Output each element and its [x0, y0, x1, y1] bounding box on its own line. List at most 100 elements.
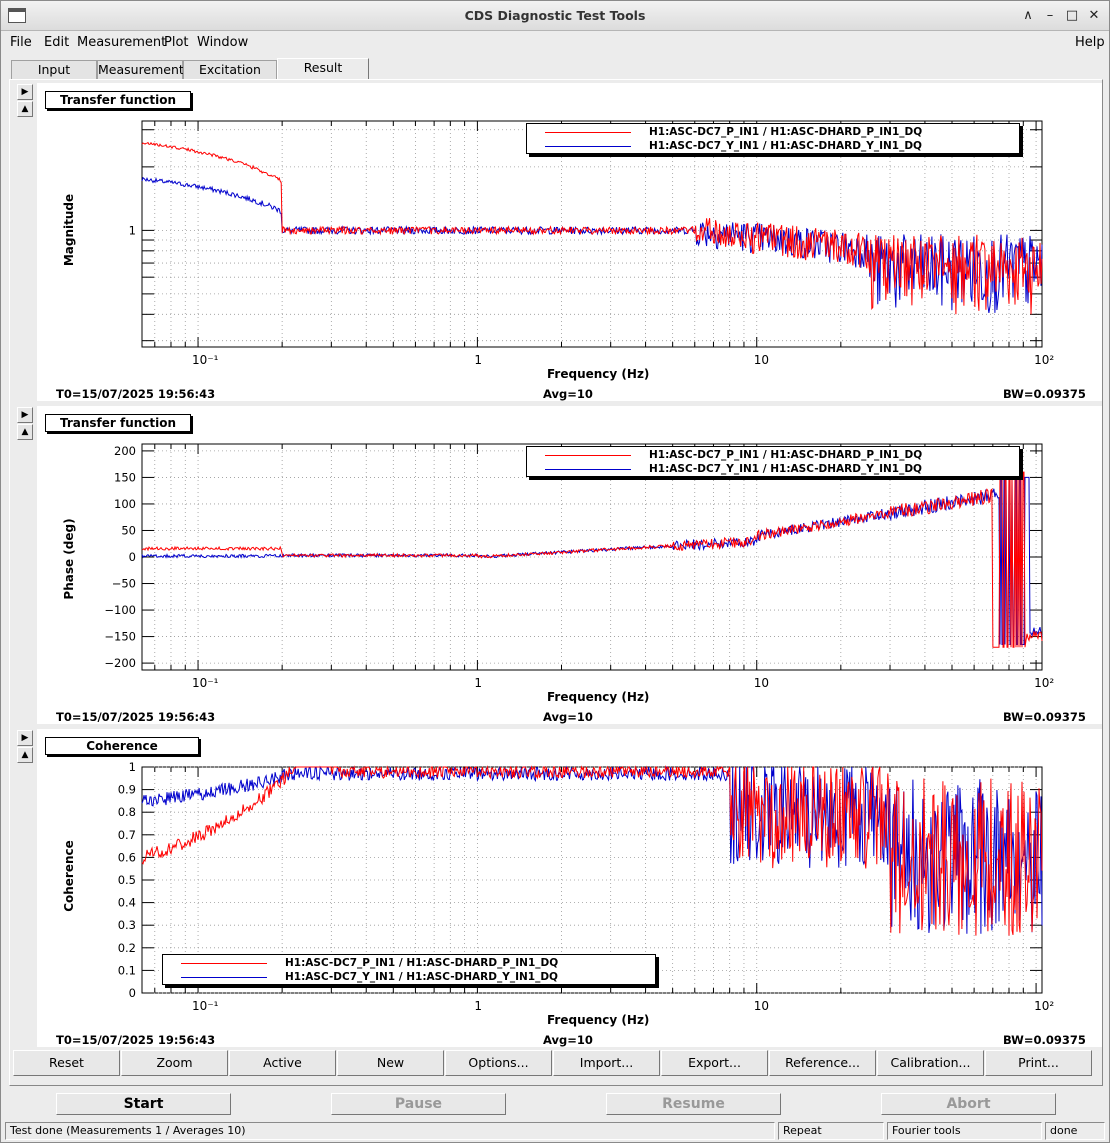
- menu-measurement[interactable]: Measurement: [77, 35, 167, 50]
- t0-label: T0=15/07/2025 19:56:43: [56, 1033, 216, 1047]
- coherence-canvas[interactable]: 10⁻¹ 1 10 10² 1 0.9 0.8 0.7 0.6 0.5 0.4 0.3 0.2 0.1 0: [37, 729, 1102, 1047]
- coherence-plot[interactable]: Coherence 10⁻¹ 1 10 10² 1 0.9 0.8 0.7 0.6 0.5 0.4 0…: [37, 729, 1102, 1047]
- x-tick-label: 10: [754, 676, 769, 690]
- legend[interactable]: H1:ASC-DC7_P_IN1 / H1:ASC-DHARD_P_IN1_DQ…: [526, 123, 1020, 154]
- window-title: CDS Diagnostic Test Tools: [464, 8, 646, 23]
- resume-button[interactable]: Resume: [606, 1093, 781, 1115]
- window-icon[interactable]: [8, 8, 26, 23]
- legend-line-y: [545, 146, 631, 147]
- y-series-trace: [141, 476, 1043, 645]
- phase-plot[interactable]: Transfer function 10⁻¹ 1 10 10² 200 150 100 50 0…: [37, 406, 1102, 724]
- y-tick-label: 0: [129, 986, 136, 1000]
- menu-help[interactable]: Help: [1075, 35, 1105, 50]
- print-button[interactable]: Print...: [985, 1050, 1092, 1076]
- pad1-expand-button[interactable]: ▶: [17, 84, 33, 100]
- y-tick-label: −150: [104, 630, 136, 644]
- y-tick-label: 1: [129, 760, 136, 774]
- y-tick-label: 200: [114, 444, 136, 458]
- x-tick-label: 1: [474, 999, 482, 1013]
- pad3-expand-button[interactable]: ▶: [17, 730, 33, 746]
- legend-line-p: [545, 455, 631, 456]
- y-series-trace: [141, 765, 1043, 934]
- t0-label: T0=15/07/2025 19:56:43: [56, 387, 216, 401]
- new-button[interactable]: New: [337, 1050, 444, 1076]
- x-axis-label: Frequency (Hz): [547, 690, 650, 704]
- t0-label: T0=15/07/2025 19:56:43: [56, 710, 216, 724]
- x-tick-label: 1: [474, 676, 482, 690]
- y-axis-label: Magnitude: [62, 193, 76, 267]
- title-bar[interactable]: CDS Diagnostic Test Tools ∧ – □ ✕: [1, 1, 1109, 31]
- pad1-collapse-button[interactable]: ▲: [17, 101, 33, 117]
- plot-title[interactable]: Transfer function: [45, 414, 191, 432]
- status-state: done: [1045, 1122, 1105, 1140]
- zoom-button[interactable]: Zoom: [121, 1050, 228, 1076]
- pad3-collapse-button[interactable]: ▲: [17, 747, 33, 763]
- maximize-icon[interactable]: □: [1065, 8, 1079, 23]
- bw-label: BW=0.09375: [1003, 710, 1086, 724]
- legend-line-y: [181, 977, 267, 978]
- calibration-button[interactable]: Calibration...: [877, 1050, 984, 1076]
- reference-button[interactable]: Reference...: [769, 1050, 876, 1076]
- tab-result[interactable]: Result: [277, 58, 369, 80]
- start-button[interactable]: Start: [56, 1093, 231, 1115]
- tab-input[interactable]: Input: [11, 60, 97, 80]
- menu-bar: File Edit Measurement Plot Window Help: [1, 32, 1109, 54]
- x-tick-label: 10: [754, 999, 769, 1013]
- options-button[interactable]: Options...: [445, 1050, 552, 1076]
- plot-title[interactable]: Transfer function: [45, 91, 191, 109]
- legend-entry-p: H1:ASC-DC7_P_IN1 / H1:ASC-DHARD_P_IN1_DQ: [163, 957, 655, 971]
- abort-button[interactable]: Abort: [881, 1093, 1056, 1115]
- pad2-collapse-button[interactable]: ▲: [17, 424, 33, 440]
- y-tick-label: 0.6: [118, 850, 136, 864]
- export-button[interactable]: Export...: [661, 1050, 768, 1076]
- legend-line-p: [545, 132, 631, 133]
- legend-entry-p: H1:ASC-DC7_P_IN1 / H1:ASC-DHARD_P_IN1_DQ: [527, 126, 1019, 140]
- y-tick-label: 150: [114, 470, 136, 484]
- x-tick-label: 10²: [1034, 999, 1054, 1013]
- legend-text-y: H1:ASC-DC7_Y_IN1 / H1:ASC-DHARD_Y_IN1_DQ: [285, 971, 558, 983]
- reset-button[interactable]: Reset: [13, 1050, 120, 1076]
- y-axis-label: Coherence: [62, 840, 76, 912]
- avg-label: Avg=10: [543, 710, 593, 724]
- result-panel: ▶ ▲ Transfer function 10⁻¹ 1 10 10² 1 Magnit…: [9, 79, 1103, 1086]
- magnitude-plot[interactable]: Transfer function 10⁻¹ 1 10 10² 1 Magnitude …: [37, 83, 1102, 401]
- y-tick-label: 0.1: [118, 963, 136, 977]
- phase-canvas[interactable]: 10⁻¹ 1 10 10² 200 150 100 50 0 −50 −100 −150 −200: [37, 406, 1102, 724]
- menu-window[interactable]: Window: [197, 35, 249, 50]
- legend-entry-y: H1:ASC-DC7_Y_IN1 / H1:ASC-DHARD_Y_IN1_DQ: [527, 463, 1019, 477]
- legend[interactable]: H1:ASC-DC7_P_IN1 / H1:ASC-DHARD_P_IN1_DQ…: [526, 446, 1020, 477]
- legend-entry-y: H1:ASC-DC7_Y_IN1 / H1:ASC-DHARD_Y_IN1_DQ: [527, 140, 1019, 154]
- y-tick-label: −200: [104, 656, 136, 670]
- menu-plot[interactable]: Plot: [164, 35, 189, 50]
- x-tick-label: 1: [474, 353, 482, 367]
- legend-text-y: H1:ASC-DC7_Y_IN1 / H1:ASC-DHARD_Y_IN1_DQ: [649, 463, 922, 475]
- x-axis-label: Frequency (Hz): [547, 1013, 650, 1027]
- y-tick-label: −50: [112, 577, 136, 591]
- y-tick-label: 0.9: [118, 783, 136, 797]
- plot-title[interactable]: Coherence: [45, 737, 199, 755]
- tab-bar: Input Measurement Excitation Result: [9, 58, 369, 80]
- tab-measurement[interactable]: Measurement: [97, 60, 184, 80]
- p-series-trace: [141, 141, 1043, 315]
- menu-file[interactable]: File: [10, 35, 32, 50]
- collapse-icon[interactable]: ∧: [1023, 8, 1033, 23]
- status-message: Test done (Measurements 1 / Averages 10): [5, 1122, 775, 1140]
- y-tick-label: 0.5: [118, 873, 136, 887]
- y-tick-label: 0.3: [118, 918, 136, 932]
- legend-text-p: H1:ASC-DC7_P_IN1 / H1:ASC-DHARD_P_IN1_DQ: [285, 957, 559, 969]
- close-icon[interactable]: ✕: [1088, 8, 1100, 23]
- p-series-trace: [141, 765, 1043, 936]
- import-button[interactable]: Import...: [553, 1050, 660, 1076]
- active-button[interactable]: Active: [229, 1050, 336, 1076]
- y-tick-label: 0.7: [118, 828, 136, 842]
- tab-excitation[interactable]: Excitation: [183, 60, 277, 80]
- magnitude-canvas[interactable]: 10⁻¹ 1 10 10² 1: [37, 83, 1102, 401]
- minimize-icon[interactable]: –: [1046, 8, 1054, 23]
- legend[interactable]: H1:ASC-DC7_P_IN1 / H1:ASC-DHARD_P_IN1_DQ…: [162, 954, 656, 985]
- menu-edit[interactable]: Edit: [44, 35, 70, 50]
- pause-button[interactable]: Pause: [331, 1093, 506, 1115]
- pad2-expand-button[interactable]: ▶: [17, 407, 33, 423]
- legend-entry-p: H1:ASC-DC7_P_IN1 / H1:ASC-DHARD_P_IN1_DQ: [527, 449, 1019, 463]
- avg-label: Avg=10: [543, 1033, 593, 1047]
